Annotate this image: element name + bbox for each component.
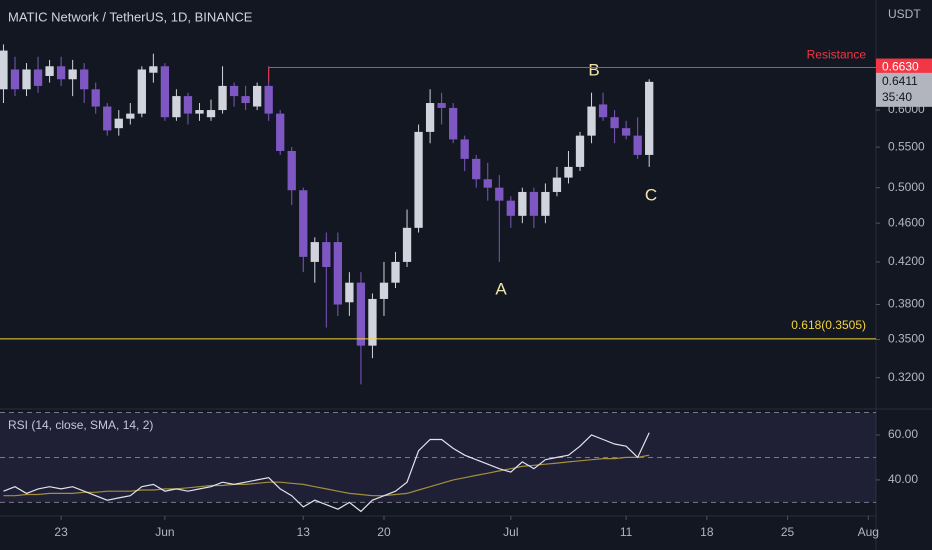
rsi-line xyxy=(3,454,650,497)
candle-body xyxy=(80,69,89,90)
x-tick-label: Jun xyxy=(155,525,174,539)
candle-body xyxy=(206,110,216,118)
candle-body xyxy=(552,177,562,192)
annotation: B xyxy=(588,60,599,79)
candle-body xyxy=(414,131,423,228)
annotation: A xyxy=(495,279,507,298)
y-tick-label: 60.00 xyxy=(888,427,918,441)
rsi-title: RSI (14, close, SMA, 14, 2) xyxy=(8,418,153,432)
x-tick-label: 18 xyxy=(700,525,714,539)
candle-body xyxy=(229,85,239,97)
candle-body xyxy=(402,227,412,262)
candle-body xyxy=(252,85,262,107)
candle-body xyxy=(0,50,8,90)
candle-body xyxy=(114,118,123,129)
x-tick-label: Aug xyxy=(858,525,879,539)
last-price-tag xyxy=(876,72,932,107)
candle-body xyxy=(460,139,469,159)
rsi-band xyxy=(0,412,876,503)
x-tick-label: 13 xyxy=(297,525,311,539)
y-tick-label: 0.3800 xyxy=(888,297,925,311)
candle-body xyxy=(518,191,527,216)
y-tick-label: 0.4200 xyxy=(888,254,925,268)
annotation: C xyxy=(645,185,657,204)
candle-body xyxy=(322,242,331,268)
y-tick-label: 0.5000 xyxy=(888,180,925,194)
candle-body xyxy=(218,85,227,111)
candle-body xyxy=(276,113,285,151)
candle-body xyxy=(368,298,377,346)
candle-body xyxy=(391,261,400,283)
candle-body xyxy=(598,104,608,118)
axis-unit: USDT xyxy=(888,7,921,21)
chart-title: MATIC Network / TetherUS, 1D, BINANCE xyxy=(8,9,253,24)
marks xyxy=(0,44,654,385)
y-tick-label: 0.5500 xyxy=(888,139,925,153)
candle-body xyxy=(449,107,458,140)
y-tick-label: 0.4600 xyxy=(888,215,925,229)
candle-body xyxy=(437,103,446,108)
candle-body xyxy=(299,190,308,257)
candle-body xyxy=(68,69,77,80)
candle-body xyxy=(541,191,550,216)
y-tick-label: 0.3200 xyxy=(888,370,925,384)
candle-body xyxy=(575,135,585,167)
resistance-tag xyxy=(876,58,932,77)
x-tick-label: 25 xyxy=(781,525,795,539)
candle-body xyxy=(195,110,204,114)
candle-body xyxy=(56,66,66,80)
candle-body xyxy=(22,69,31,90)
candle-body xyxy=(472,158,481,180)
candle-body xyxy=(529,191,539,216)
candle-body xyxy=(160,66,170,118)
countdown: 35:40 xyxy=(882,90,912,104)
candle-body xyxy=(587,106,596,136)
candle-body xyxy=(137,69,146,114)
candle-body xyxy=(345,282,354,303)
x-tick-label: Jul xyxy=(503,525,518,539)
candle-body xyxy=(621,128,631,136)
candle-body xyxy=(241,96,250,104)
resistance-label: Resistance xyxy=(807,48,867,62)
candle-body xyxy=(506,200,515,216)
x-tick-label: 20 xyxy=(377,525,391,539)
x-tick-label: 23 xyxy=(54,525,68,539)
candle-body xyxy=(33,69,43,86)
candle-body xyxy=(564,166,573,178)
y-tick-label: 40.00 xyxy=(888,472,918,486)
candle-body xyxy=(126,113,135,119)
candle-body xyxy=(103,106,112,131)
candle-body xyxy=(45,66,54,76)
candle-body xyxy=(633,135,642,155)
candle-body xyxy=(287,150,296,191)
candle-body xyxy=(333,242,343,305)
fib-label: 0.618(0.3505) xyxy=(791,318,866,332)
candle-body xyxy=(483,179,492,188)
candle-body xyxy=(264,85,273,114)
candle-body xyxy=(379,282,389,299)
candle-body xyxy=(310,242,319,262)
candle-body xyxy=(10,69,20,90)
resistance-price: 0.6630 xyxy=(882,60,919,74)
candle-body xyxy=(172,96,181,118)
candle-body xyxy=(495,187,504,201)
candle-body xyxy=(356,282,366,346)
last-price: 0.6411 xyxy=(882,74,918,88)
candle-body xyxy=(425,103,435,132)
candle-body xyxy=(149,66,158,73)
candle-body xyxy=(610,117,619,129)
y-tick-label: 0.3500 xyxy=(888,332,925,346)
x-tick-label: 11 xyxy=(620,525,633,539)
rsi-line xyxy=(3,432,650,513)
candle-body xyxy=(91,89,100,107)
candle-body xyxy=(645,81,654,155)
candle-body xyxy=(183,96,193,114)
